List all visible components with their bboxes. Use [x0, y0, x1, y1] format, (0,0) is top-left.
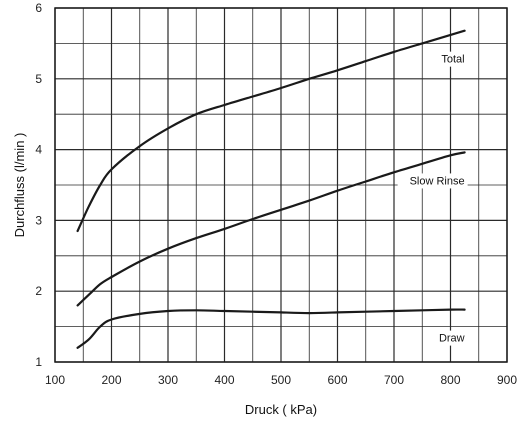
- x-tick-label: 600: [327, 373, 347, 387]
- x-axis-ticks: 100 200 300 400 500 600 700 800 900: [45, 373, 517, 387]
- y-axis-ticks: 1 2 3 4 5 6: [35, 1, 42, 369]
- x-tick-label: 100: [45, 373, 65, 387]
- series-label-background: [436, 330, 468, 346]
- x-tick-label: 500: [271, 373, 291, 387]
- series-lines: [76, 29, 466, 349]
- x-tick-label: 900: [497, 373, 517, 387]
- x-axis-label: Druck ( kPa): [245, 402, 317, 417]
- series-label-total: Total: [441, 54, 464, 66]
- y-tick-label: 3: [35, 213, 42, 227]
- plot-frame: [54, 7, 508, 363]
- x-tick-label: 300: [158, 373, 178, 387]
- series-line-total: [76, 29, 466, 233]
- series-label-background: [397, 173, 468, 189]
- series-line-slow-rinse: [76, 151, 466, 307]
- series-line-draw: [76, 308, 466, 349]
- x-tick-label: 800: [440, 373, 460, 387]
- series-labels: Total Slow Rinse Draw: [397, 51, 468, 346]
- y-tick-label: 2: [35, 284, 42, 298]
- x-tick-label: 200: [101, 373, 121, 387]
- x-tick-label: 400: [214, 373, 234, 387]
- x-tick-label: 700: [384, 373, 404, 387]
- series-label-background: [429, 51, 468, 67]
- y-axis-label: Durchfluss (l/min ): [12, 133, 27, 238]
- y-tick-label: 4: [35, 143, 42, 157]
- series-label-draw: Draw: [439, 333, 465, 345]
- y-tick-label: 1: [35, 355, 42, 369]
- y-tick-label: 6: [35, 1, 42, 15]
- y-tick-label: 5: [35, 72, 42, 86]
- series-label-slow-rinse: Slow Rinse: [410, 175, 465, 187]
